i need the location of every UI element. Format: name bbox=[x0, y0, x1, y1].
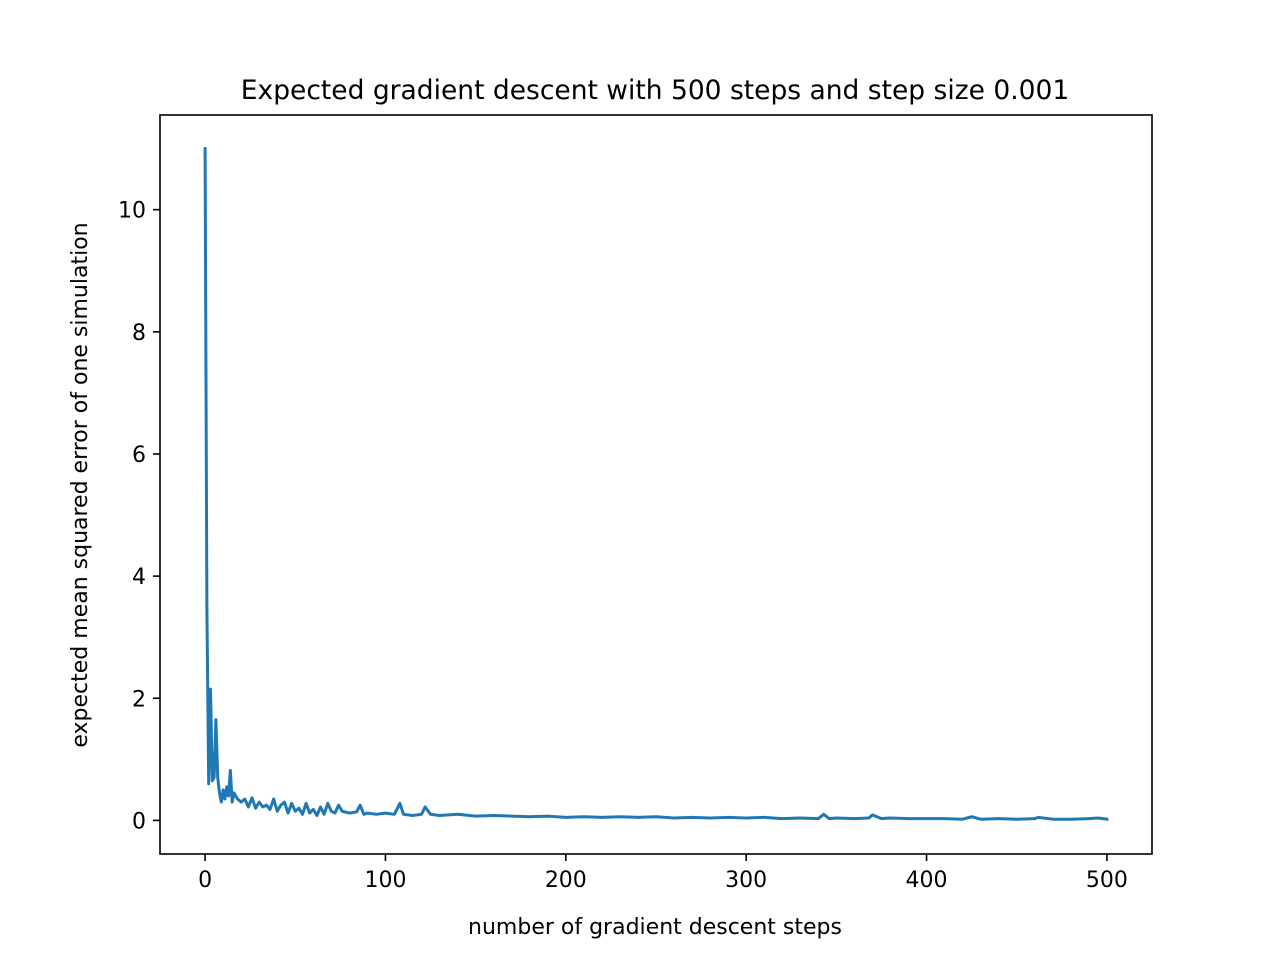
y-tick-label: 10 bbox=[118, 199, 146, 224]
x-tick-label: 500 bbox=[1086, 868, 1128, 893]
y-tick-label: 0 bbox=[132, 809, 146, 834]
x-tick-label: 0 bbox=[198, 868, 212, 893]
x-axis-label: number of gradient descent steps bbox=[468, 915, 842, 940]
series-line-1 bbox=[203, 147, 1109, 821]
y-tick-label: 4 bbox=[132, 565, 146, 590]
x-tick-label: 100 bbox=[364, 868, 406, 893]
x-tick-label: 300 bbox=[725, 868, 767, 893]
chart-title: Expected gradient descent with 500 steps… bbox=[241, 75, 1069, 106]
y-tick-label: 8 bbox=[132, 321, 146, 346]
plot-frame bbox=[159, 114, 1153, 855]
plot-area: 0 100 200 300 400 500 0 2 4 6 8 10 bbox=[118, 114, 1153, 893]
y-tick-label: 6 bbox=[132, 443, 146, 468]
y-axis-label: expected mean squared error of one simul… bbox=[68, 222, 93, 747]
x-tick-label: 400 bbox=[906, 868, 948, 893]
x-tick-label: 200 bbox=[545, 868, 587, 893]
y-tick-label: 2 bbox=[132, 687, 146, 712]
